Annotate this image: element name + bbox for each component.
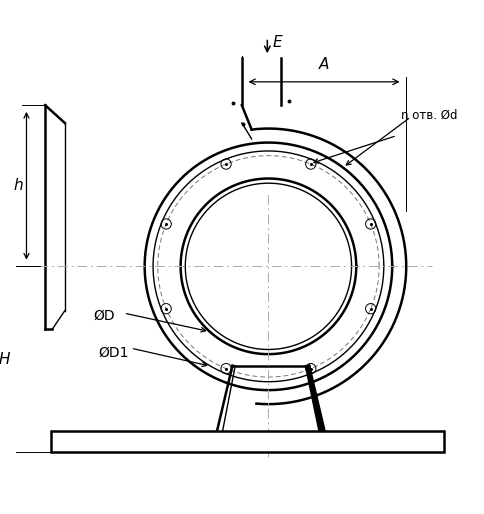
Text: ØD1: ØD1 (98, 346, 128, 360)
Text: A: A (319, 58, 329, 72)
Text: ØD: ØD (93, 308, 115, 322)
Bar (51, 431, 444, 452)
Polygon shape (305, 365, 324, 431)
Text: n отв. Ød: n отв. Ød (401, 108, 457, 121)
Text: H: H (0, 352, 10, 367)
Text: h: h (13, 178, 23, 193)
Text: E: E (273, 34, 283, 50)
